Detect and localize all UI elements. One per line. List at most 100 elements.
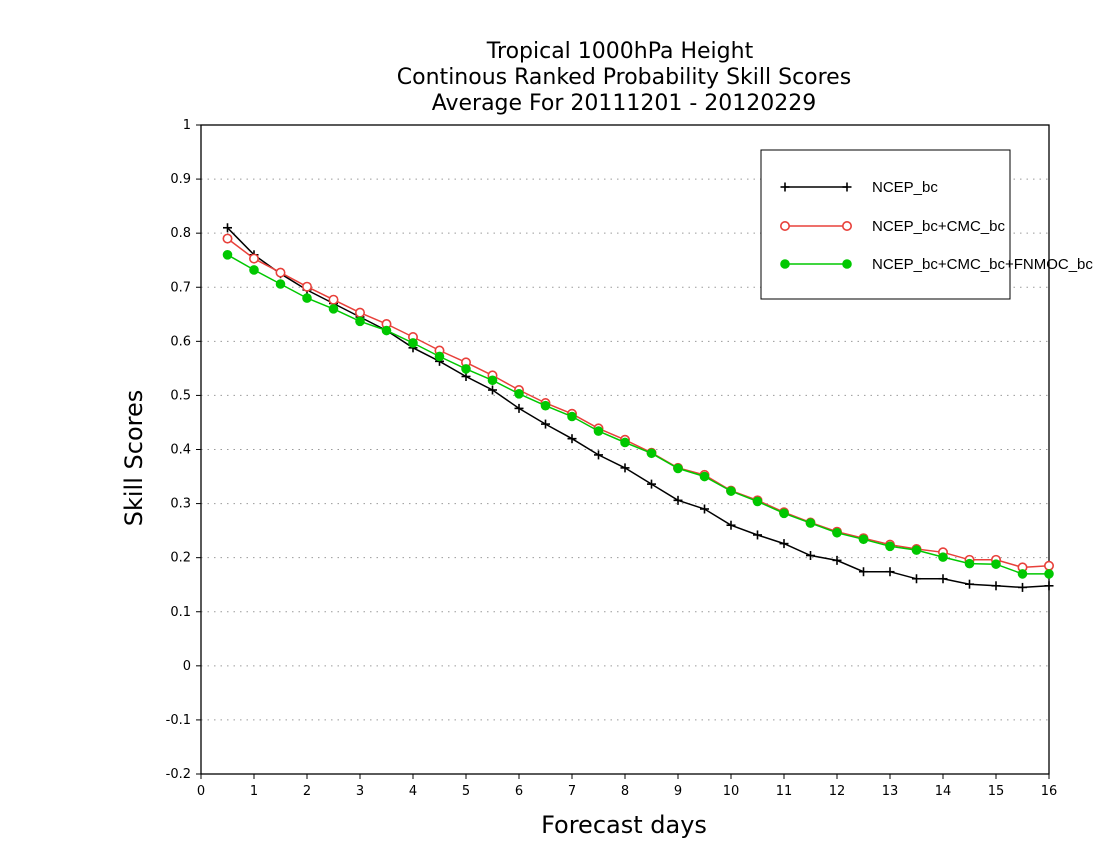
- legend-item: NCEP_bc: [780, 179, 938, 196]
- legend-label: NCEP_bc+CMC_bc+FNMOC_bc: [872, 256, 1093, 273]
- data-point: [302, 293, 312, 303]
- data-point: [1018, 582, 1027, 592]
- legend-label: NCEP_bc+CMC_bc: [872, 218, 1005, 235]
- data-point: [991, 581, 1001, 591]
- data-point: [567, 411, 577, 422]
- series-line: [227, 254, 1049, 575]
- data-point: [673, 495, 683, 505]
- data-point: [1017, 569, 1028, 579]
- y-axis-label: Skill Scores: [120, 390, 148, 527]
- data-point: [567, 434, 577, 444]
- x-tick-label: 11: [776, 784, 793, 799]
- data-point: [991, 559, 1001, 569]
- data-point: [912, 574, 921, 584]
- data-point: [1044, 560, 1055, 571]
- y-tick-label: 0.9: [170, 172, 191, 187]
- data-point: [646, 448, 657, 459]
- x-tick-label: 1: [250, 784, 258, 799]
- legend-item: NCEP_bc+CMC_bc+FNMOC_bc: [780, 256, 1093, 273]
- data-point: [222, 233, 233, 244]
- y-tick-label: 0.7: [170, 280, 191, 295]
- x-tick-label: 5: [462, 784, 470, 799]
- y-tick-label: -0.1: [166, 713, 191, 728]
- data-point: [699, 471, 710, 482]
- data-point: [885, 541, 895, 552]
- data-point: [647, 479, 656, 489]
- data-point: [488, 385, 497, 395]
- data-point: [222, 250, 233, 260]
- grid: [201, 178, 1049, 721]
- data-point: [752, 496, 763, 507]
- axis-ticks: -0.2-0.100.10.20.30.40.50.60.70.80.910 1 2…: [166, 118, 1058, 799]
- data-point: [700, 504, 709, 514]
- data-point: [832, 527, 842, 538]
- data-point: [1044, 581, 1054, 591]
- x-tick-label: 14: [935, 784, 952, 799]
- series-line: [226, 227, 1050, 589]
- data-point: [355, 316, 365, 327]
- data-point: [354, 307, 365, 318]
- x-tick-label: 4: [409, 784, 417, 799]
- legend-item: NCEP_bc+CMC_bc: [779, 218, 1005, 235]
- y-tick-label: 0.6: [170, 334, 191, 349]
- data-point: [275, 279, 286, 289]
- data-point: [964, 558, 975, 569]
- data-point: [514, 403, 524, 413]
- data-point: [328, 304, 339, 314]
- y-tick-label: 0.4: [170, 443, 191, 458]
- y-tick-label: 0.1: [170, 605, 191, 620]
- legend-box: [760, 149, 1011, 300]
- data-point: [620, 463, 630, 473]
- data-point: [832, 555, 842, 565]
- x-tick-label: 10: [723, 784, 740, 799]
- data-point: [541, 419, 550, 429]
- data-point: [779, 539, 789, 549]
- data-point: [858, 534, 869, 545]
- legend: NCEP_bc NCEP_bc+CMC_bc NCEP_bc+CMC_bc+FNMO…: [760, 149, 1093, 300]
- data-point: [805, 518, 816, 528]
- data-point: [859, 567, 868, 577]
- chart-title: Tropical 1000hPa Height Continous Ranked…: [397, 39, 851, 116]
- data-point: [842, 182, 852, 192]
- data-point: [965, 579, 974, 589]
- x-tick-label: 13: [882, 784, 899, 799]
- data-point: [328, 294, 339, 305]
- data-point: [938, 552, 948, 562]
- data-point: [673, 463, 683, 474]
- y-tick-label: 0.8: [170, 226, 191, 241]
- data-point: [594, 450, 603, 460]
- data-point: [487, 375, 498, 386]
- y-tick-label: 0.5: [170, 388, 191, 403]
- data-point: [842, 259, 852, 269]
- x-tick-label: 7: [568, 784, 576, 799]
- data-point: [938, 574, 948, 584]
- x-axis-label: Forecast days: [541, 811, 707, 839]
- y-tick-label: -0.2: [166, 767, 191, 782]
- y-tick-label: 0.2: [170, 551, 191, 566]
- x-tick-label: 8: [621, 784, 629, 799]
- data-point: [434, 351, 445, 362]
- series-layer: [222, 223, 1055, 592]
- data-point: [780, 259, 790, 269]
- data-point: [381, 325, 392, 336]
- data-point: [301, 281, 312, 292]
- data-point: [780, 182, 790, 192]
- data-point: [593, 426, 604, 436]
- data-point: [249, 265, 259, 275]
- y-tick-label: 0.3: [170, 497, 191, 512]
- data-point: [408, 338, 418, 348]
- data-point: [841, 221, 852, 232]
- data-point: [885, 567, 895, 577]
- data-point: [806, 551, 815, 561]
- y-tick-label: 0: [183, 659, 191, 674]
- x-tick-label: 0: [197, 784, 205, 799]
- legend-label: NCEP_bc: [872, 179, 938, 196]
- x-tick-label: 9: [674, 784, 682, 799]
- x-tick-label: 12: [829, 784, 846, 799]
- data-point: [779, 508, 789, 519]
- data-point: [275, 267, 286, 278]
- data-point: [514, 388, 524, 399]
- x-tick-label: 6: [515, 784, 523, 799]
- data-point: [726, 520, 736, 530]
